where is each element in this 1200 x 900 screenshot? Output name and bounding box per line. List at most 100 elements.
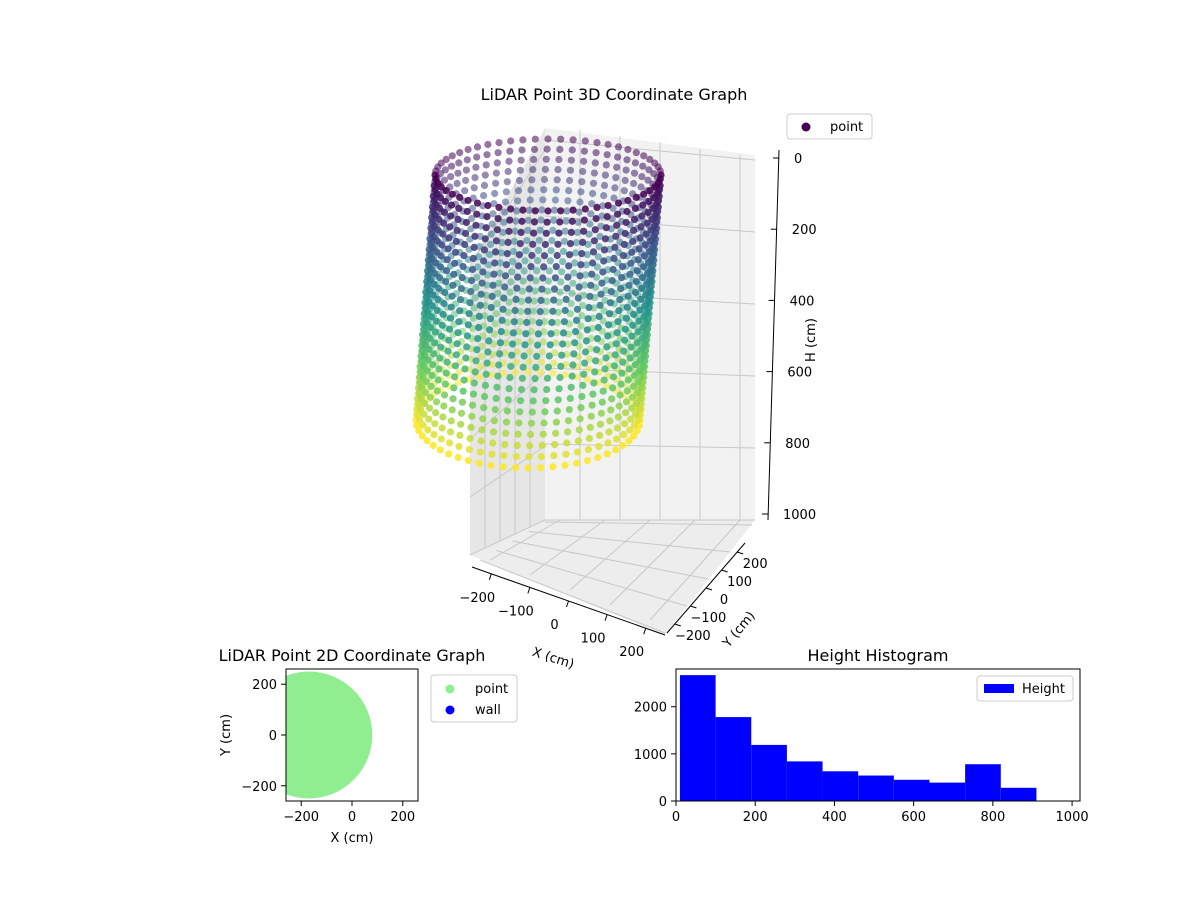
- point-marker-3d: [421, 399, 429, 407]
- chart-2d: LiDAR Point 2D Coordinate Graph −200 0 200…: [219, 646, 518, 846]
- point-marker-3d: [557, 278, 565, 286]
- point-marker-3d: [618, 263, 627, 271]
- point-marker-3d: [422, 389, 430, 397]
- point-marker-3d: [570, 350, 578, 358]
- point-marker-3d: [450, 270, 458, 278]
- point-marker-3d: [416, 405, 425, 413]
- point-marker-3d: [464, 196, 472, 205]
- point-marker-3d: [631, 204, 640, 212]
- point-marker-3d: [484, 140, 492, 149]
- point-marker-3d: [558, 268, 566, 276]
- point-marker-3d: [598, 279, 606, 287]
- point-marker-3d: [459, 263, 467, 271]
- point-marker-3d: [620, 431, 628, 439]
- point-marker-3d: [517, 385, 526, 394]
- x-tick-3d: [643, 628, 647, 635]
- point-marker-3d: [541, 408, 549, 416]
- point-marker-3d: [601, 235, 610, 243]
- point-marker-3d: [537, 452, 546, 461]
- point-marker-3d: [433, 237, 441, 245]
- point-marker-3d: [603, 213, 611, 221]
- point-marker-3d: [505, 227, 513, 235]
- point-marker-3d: [441, 197, 449, 206]
- point-marker-3d: [496, 350, 504, 358]
- point-marker-3d: [535, 319, 543, 327]
- histogram-bar: [679, 675, 716, 801]
- point-marker-3d: [430, 431, 438, 439]
- point-marker-3d: [533, 352, 541, 360]
- y-tick-label-hist: 1000: [634, 748, 667, 763]
- y-tick-label-3d: −100: [691, 611, 727, 626]
- grid-line-z-side: [469, 445, 546, 498]
- point-marker-3d: [636, 394, 644, 402]
- point-marker-3d: [569, 206, 577, 214]
- point-marker-3d: [455, 442, 463, 451]
- point-marker-3d: [586, 220, 594, 228]
- x-tick-label-3d: 100: [581, 632, 606, 647]
- point-marker-3d: [431, 259, 440, 267]
- point-marker-3d: [620, 347, 628, 355]
- point-marker-3d: [635, 405, 643, 413]
- point-marker-3d: [621, 325, 630, 333]
- point-marker-3d: [469, 254, 477, 262]
- point-marker-3d: [581, 271, 590, 279]
- point-marker-3d: [514, 430, 522, 438]
- point-marker-3d: [641, 241, 649, 249]
- point-marker-3d: [508, 351, 516, 359]
- point-marker-3d: [645, 248, 653, 256]
- point-marker-3d: [503, 407, 511, 415]
- point-marker-3d: [609, 384, 617, 392]
- z-axis-label-3d: H (cm): [804, 318, 819, 362]
- point-marker-3d: [529, 240, 537, 248]
- legend-3d: point: [786, 113, 873, 140]
- point-marker-3d: [618, 369, 626, 377]
- point-marker-3d: [554, 240, 562, 248]
- point-marker-3d: [549, 226, 557, 234]
- point-marker-3d: [586, 292, 594, 300]
- point-marker-3d: [563, 439, 571, 447]
- point-marker-3d: [628, 332, 636, 340]
- point-marker-3d: [504, 308, 512, 316]
- point-marker-3d: [597, 290, 605, 298]
- point-marker-3d: [628, 393, 637, 401]
- point-marker-3d: [543, 218, 551, 226]
- point-marker-3d: [526, 442, 534, 450]
- point-marker-3d: [453, 179, 461, 188]
- y-tick-label-3d: 100: [727, 575, 752, 590]
- point-marker-3d: [464, 145, 472, 154]
- point-marker-3d: [463, 156, 471, 164]
- point-marker-3d: [544, 277, 553, 285]
- point-marker-3d: [480, 392, 489, 401]
- point-marker-3d: [510, 237, 518, 245]
- chart-title-3d: LiDAR Point 3D Coordinate Graph: [481, 85, 748, 104]
- point-marker-3d: [503, 178, 511, 186]
- histogram-bar: [858, 775, 894, 801]
- point-marker-3d: [629, 237, 637, 245]
- point-marker-3d: [608, 395, 616, 403]
- z-tick-label-3d: 200: [792, 223, 817, 238]
- point-marker-3d: [437, 343, 445, 351]
- legend-2d: point wall: [430, 674, 518, 723]
- point-marker-3d: [512, 452, 520, 461]
- point-marker-3d: [556, 288, 564, 296]
- point-marker-3d: [493, 383, 501, 391]
- point-marker-3d: [462, 218, 470, 227]
- point-marker-3d: [440, 402, 448, 410]
- point-marker-3d: [463, 207, 471, 216]
- y-axis-label-2d: Y (cm): [219, 714, 234, 757]
- point-marker-3d: [495, 139, 503, 147]
- histogram-bar: [786, 761, 823, 801]
- chart-title-hist: Height Histogram: [808, 646, 949, 665]
- point-marker-3d: [446, 439, 454, 447]
- point-marker-3d: [607, 406, 615, 414]
- point-marker-3d: [551, 440, 559, 449]
- plot-frame-hist: [675, 668, 1081, 802]
- point-marker-3d: [484, 201, 492, 210]
- point-marker-3d: [612, 232, 620, 240]
- point-marker-3d: [636, 234, 644, 242]
- point-marker-3d: [588, 200, 596, 208]
- point-marker-3d: [540, 186, 548, 194]
- point-marker-3d: [639, 201, 647, 209]
- x-tick-label-2d: 0: [348, 810, 356, 825]
